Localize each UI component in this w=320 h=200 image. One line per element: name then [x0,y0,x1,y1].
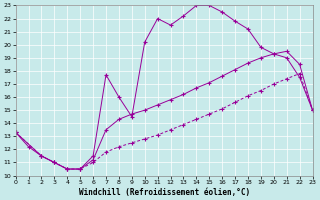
X-axis label: Windchill (Refroidissement éolien,°C): Windchill (Refroidissement éolien,°C) [78,188,250,197]
